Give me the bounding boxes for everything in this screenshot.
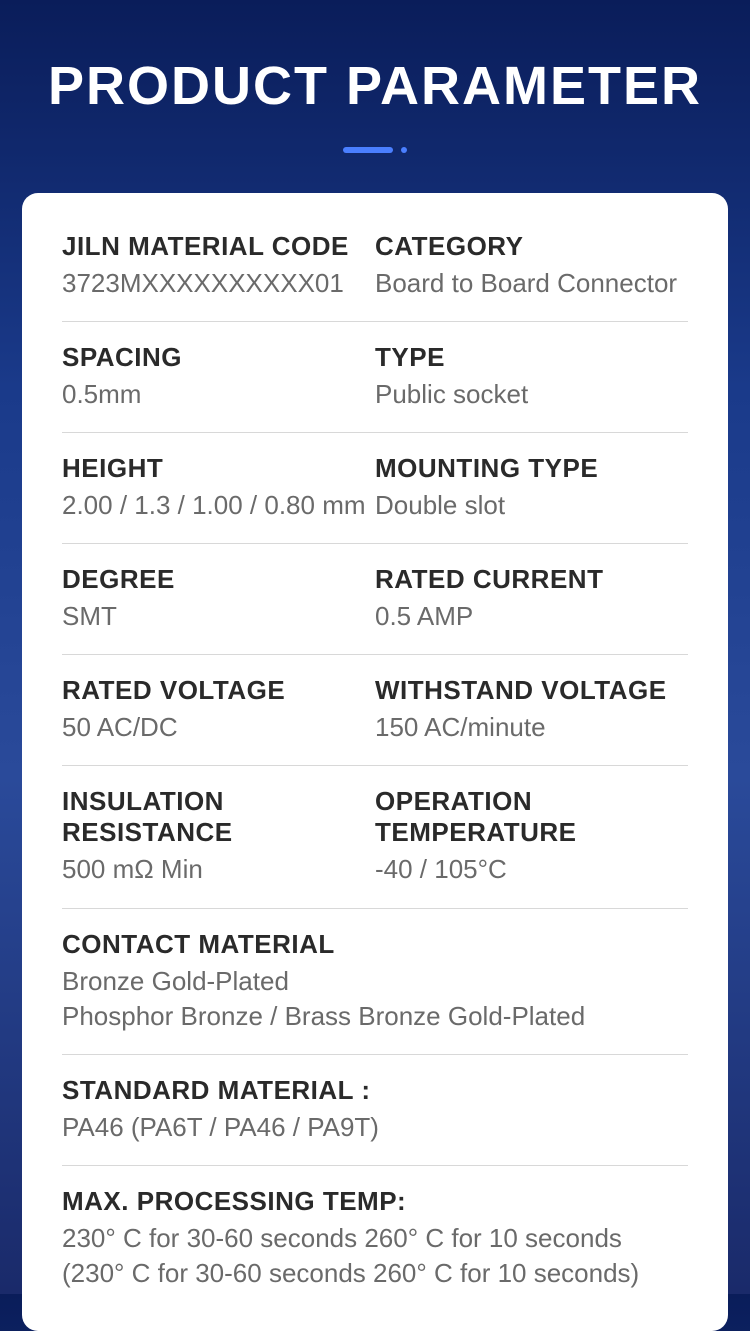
param-cell-contact-material: CONTACT MATERIAL Bronze Gold-Plated Phos… [62,929,688,1034]
param-label: STANDARD MATERIAL : [62,1075,688,1106]
param-row: DEGREE SMT RATED CURRENT 0.5 AMP [62,544,688,655]
param-cell-insulation-resistance: INSULATION RESISTANCE 500 mΩ Min [62,786,375,887]
param-value: 3723MXXXXXXXXXX01 [62,266,375,301]
param-cell-spacing: SPACING 0.5mm [62,342,375,412]
param-row: RATED VOLTAGE 50 AC/DC WITHSTAND VOLTAGE… [62,655,688,766]
divider-dot [401,147,407,153]
param-row: HEIGHT 2.00 / 1.3 / 1.00 / 0.80 mm MOUNT… [62,433,688,544]
param-cell-withstand-voltage: WITHSTAND VOLTAGE 150 AC/minute [375,675,688,745]
param-label: HEIGHT [62,453,375,484]
param-label: RATED CURRENT [375,564,688,595]
title-divider [0,147,750,153]
param-cell-degree: DEGREE SMT [62,564,375,634]
param-label: TYPE [375,342,688,373]
param-value: 0.5 AMP [375,599,688,634]
param-value: Bronze Gold-Plated Phosphor Bronze / Bra… [62,964,688,1034]
param-label: SPACING [62,342,375,373]
param-label: INSULATION RESISTANCE [62,786,375,848]
param-row: JILN MATERIAL CODE 3723MXXXXXXXXXX01 CAT… [62,231,688,322]
param-row: INSULATION RESISTANCE 500 mΩ Min OPERATI… [62,766,688,908]
param-value: SMT [62,599,375,634]
param-value: 2.00 / 1.3 / 1.00 / 0.80 mm [62,488,375,523]
page-title: PRODUCT PARAMETER [0,55,750,117]
param-label: OPERATION TEMPERATURE [375,786,688,848]
param-cell-rated-current: RATED CURRENT 0.5 AMP [375,564,688,634]
header: PRODUCT PARAMETER [0,0,750,193]
param-cell-rated-voltage: RATED VOLTAGE 50 AC/DC [62,675,375,745]
param-row: SPACING 0.5mm TYPE Public socket [62,322,688,433]
param-value: 500 mΩ Min [62,852,375,887]
param-value: 150 AC/minute [375,710,688,745]
param-label: RATED VOLTAGE [62,675,375,706]
param-cell-mounting-type: MOUNTING TYPE Double slot [375,453,688,523]
param-row: MAX. PROCESSING TEMP: 230° C for 30-60 s… [62,1166,688,1291]
param-value: Board to Board Connector [375,266,688,301]
param-cell-operation-temperature: OPERATION TEMPERATURE -40 / 105°C [375,786,688,887]
param-value: 230° C for 30-60 seconds 260° C for 10 s… [62,1221,688,1291]
param-cell-height: HEIGHT 2.00 / 1.3 / 1.00 / 0.80 mm [62,453,375,523]
param-value: PA46 (PA6T / PA46 / PA9T) [62,1110,688,1145]
param-row: CONTACT MATERIAL Bronze Gold-Plated Phos… [62,909,688,1055]
param-cell-type: TYPE Public socket [375,342,688,412]
param-label: CATEGORY [375,231,688,262]
param-value: Public socket [375,377,688,412]
param-cell-max-processing-temp: MAX. PROCESSING TEMP: 230° C for 30-60 s… [62,1186,688,1291]
param-label: DEGREE [62,564,375,595]
param-value: 50 AC/DC [62,710,375,745]
param-cell-material-code: JILN MATERIAL CODE 3723MXXXXXXXXXX01 [62,231,375,301]
param-value: 0.5mm [62,377,375,412]
param-label: CONTACT MATERIAL [62,929,688,960]
param-label: MOUNTING TYPE [375,453,688,484]
param-label: JILN MATERIAL CODE [62,231,375,262]
parameter-card: JILN MATERIAL CODE 3723MXXXXXXXXXX01 CAT… [22,193,728,1331]
divider-line [343,147,393,153]
param-label: WITHSTAND VOLTAGE [375,675,688,706]
param-value: Double slot [375,488,688,523]
param-row: STANDARD MATERIAL : PA46 (PA6T / PA46 / … [62,1055,688,1166]
param-cell-standard-material: STANDARD MATERIAL : PA46 (PA6T / PA46 / … [62,1075,688,1145]
param-label: MAX. PROCESSING TEMP: [62,1186,688,1217]
param-cell-category: CATEGORY Board to Board Connector [375,231,688,301]
param-value: -40 / 105°C [375,852,688,887]
